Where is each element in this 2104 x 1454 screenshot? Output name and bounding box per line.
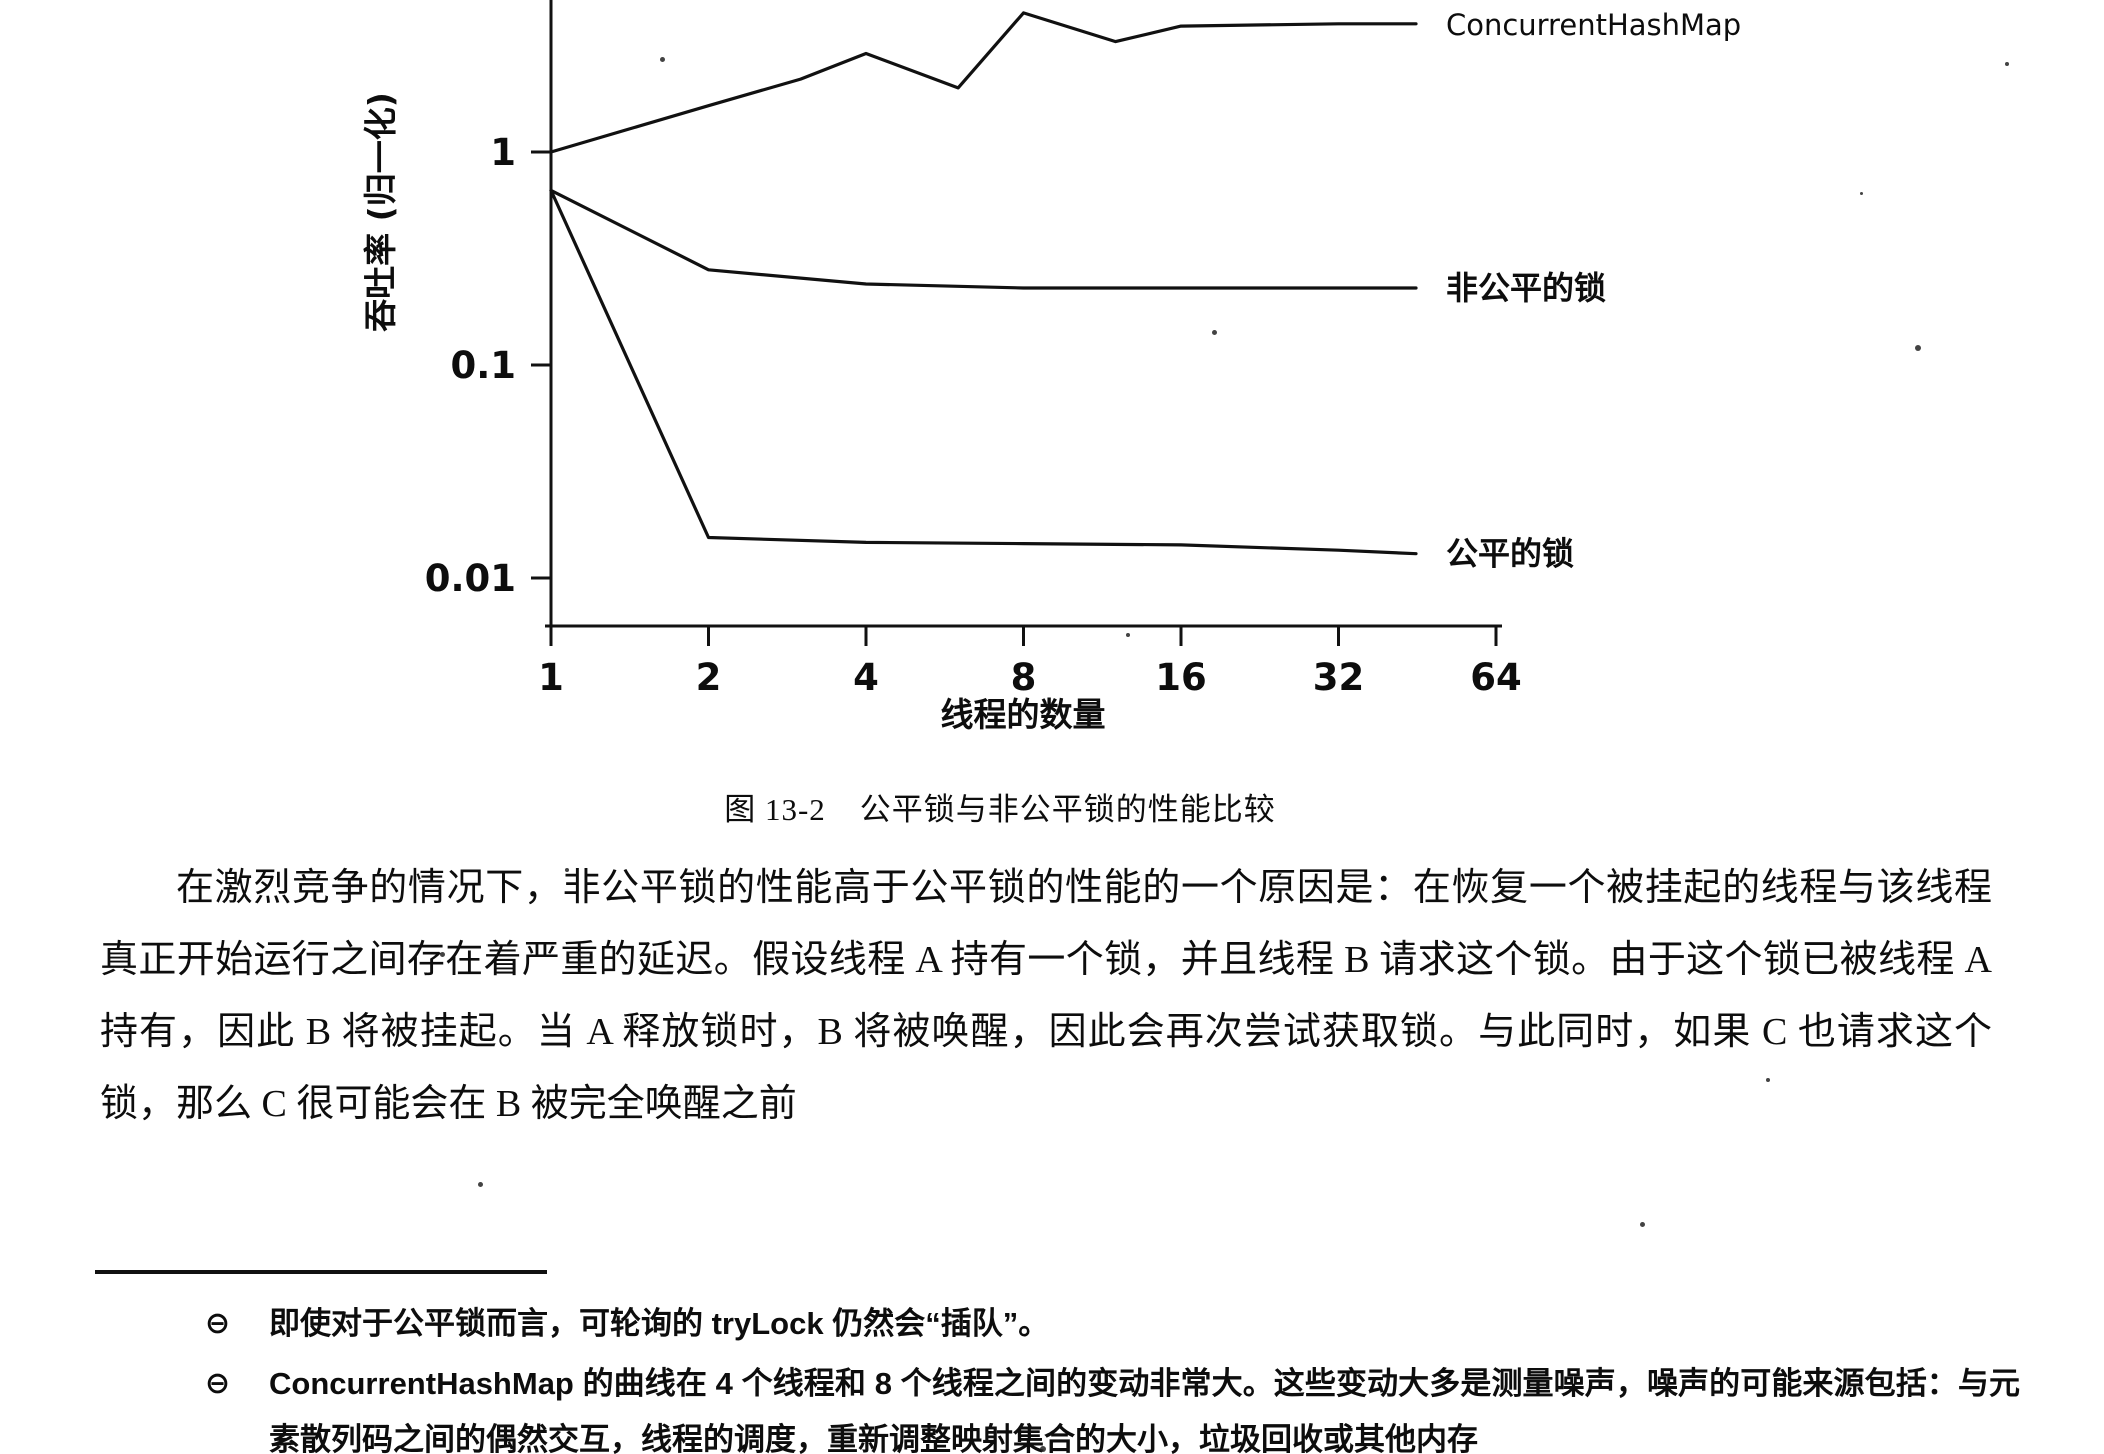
scan-speck	[1915, 345, 1921, 351]
figure-caption: 图 13-2 公平锁与非公平锁的性能比较	[0, 784, 2000, 829]
footnote-item: ⊖ ConcurrentHashMap 的曲线在 4 个线程和 8 个线程之间的变…	[205, 1356, 2020, 1454]
footnote-text: 即使对于公平锁而言，可轮询的 tryLock 仍然会“插队”。	[269, 1306, 1050, 1341]
x-tick-label: 16	[1155, 656, 1207, 699]
x-tick-label: 1	[538, 656, 564, 699]
figure-caption-title: 公平锁与非公平锁的性能比较	[859, 792, 1276, 827]
x-tick-label: 8	[1011, 656, 1037, 699]
figure-caption-label: 图 13-2	[724, 792, 826, 827]
x-tick-label: 64	[1470, 656, 1522, 699]
y-axis-title: 吞吐率 (归一化)	[361, 92, 400, 332]
x-tick-label: 2	[696, 656, 722, 699]
x-tick-label: 32	[1313, 656, 1365, 699]
scan-speck	[440, 952, 445, 957]
scan-speck	[478, 1182, 483, 1187]
body-paragraph: 在激烈竞争的情况下，非公平锁的性能高于公平锁的性能的一个原因是：在恢复一个被挂起…	[100, 867, 1992, 1125]
series-line-2	[549, 188, 1418, 556]
scan-speck	[1212, 330, 1217, 335]
series-label-0: ConcurrentHashMap	[1446, 8, 1741, 42]
x-tick-label: 4	[853, 656, 879, 699]
scan-speck	[1766, 1078, 1770, 1082]
series-label-1: 非公平的锁	[1446, 269, 1606, 307]
y-tick-label: 0.01	[425, 557, 516, 600]
footnote-divider	[95, 1270, 547, 1274]
y-tick-label: 1	[490, 131, 516, 174]
x-axis-title: 线程的数量	[941, 695, 1106, 734]
footnote-item: ⊖ 即使对于公平锁而言，可轮询的 tryLock 仍然会“插队”。	[205, 1296, 2020, 1352]
scan-speck	[1040, 1446, 1046, 1452]
series-line-0	[549, 11, 1418, 154]
scan-speck	[2005, 62, 2009, 66]
scan-speck	[565, 868, 569, 872]
footnote-text: ConcurrentHashMap 的曲线在 4 个线程和 8 个线程之间的变动…	[269, 1366, 2020, 1454]
scan-speck	[1640, 1222, 1645, 1227]
figure-chart: 1 2 4 8 16 32 64 1 0.1 0.01 线程的数量 吞吐率 (归一化) Concurre…	[361, 0, 1741, 734]
series-label-2: 公平的锁	[1446, 535, 1574, 573]
y-tick-label: 0.1	[450, 344, 516, 387]
footnotes: ⊖ 即使对于公平锁而言，可轮询的 tryLock 仍然会“插队”。 ⊖ Concurr…	[205, 1296, 2020, 1454]
footnote-marker-icon: ⊖	[205, 1367, 231, 1400]
scan-speck	[1860, 192, 1863, 195]
footnote-marker-icon: ⊖	[205, 1307, 231, 1340]
scan-speck	[660, 57, 665, 62]
series-line-1	[549, 188, 1418, 290]
scan-speck	[1126, 633, 1130, 637]
